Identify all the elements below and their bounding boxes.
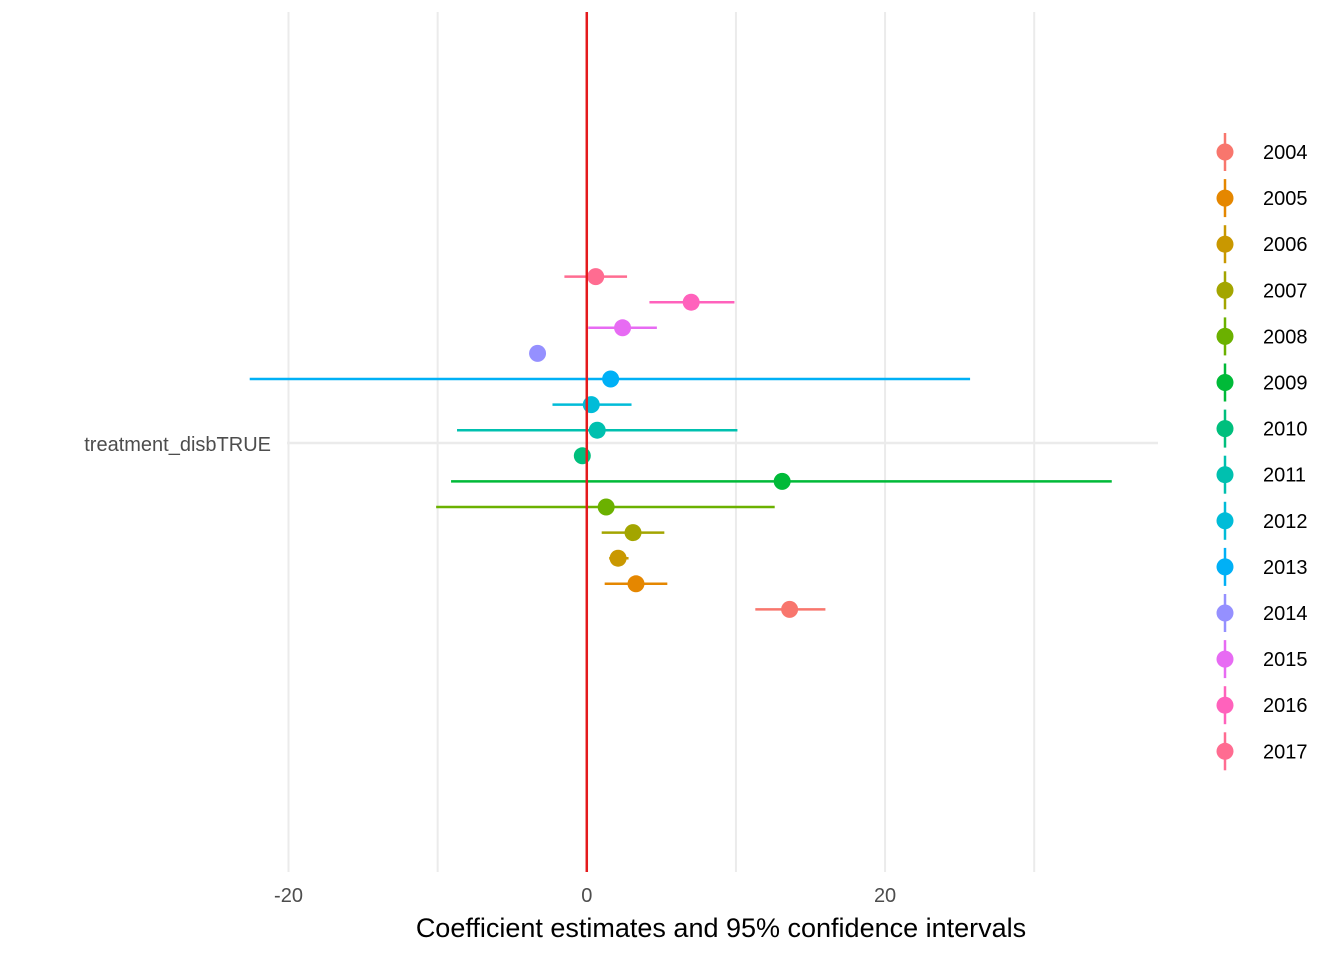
legend-key-point <box>1216 374 1234 391</box>
series-2012 <box>552 396 632 414</box>
estimate-point-2009 <box>773 472 791 490</box>
legend-item-2011: 2011 <box>1216 455 1306 494</box>
estimate-point-2015 <box>614 319 632 337</box>
estimate-point-2016 <box>682 293 700 311</box>
legend-item-2016: 2016 <box>1216 686 1308 725</box>
legend-key-point <box>1216 420 1234 438</box>
legend-label: 2016 <box>1263 695 1308 717</box>
legend-item-2004: 2004 <box>1216 133 1308 171</box>
estimate-point-2017 <box>587 268 605 286</box>
series-2005 <box>604 575 668 593</box>
legend-key-point <box>1216 650 1234 668</box>
series-2017 <box>564 268 628 286</box>
legend-key-point <box>1216 696 1234 714</box>
legend-key-point <box>1216 189 1234 207</box>
legend-key-point <box>1216 281 1234 299</box>
legend-label: 2012 <box>1263 511 1308 533</box>
series-2006 <box>609 549 629 567</box>
legend: 2004 2005 2006 2007 2008 2009 2010 2011 2012 2013… <box>1216 133 1308 771</box>
series-2007 <box>601 524 665 542</box>
legend-item-2015: 2015 <box>1216 640 1308 679</box>
series-2015 <box>588 319 657 337</box>
x-tick-label: 20 <box>874 885 896 907</box>
estimate-point-2008 <box>597 498 615 516</box>
legend-label: 2005 <box>1263 188 1308 210</box>
legend-item-2005: 2005 <box>1216 179 1308 218</box>
legend-key-point <box>1216 235 1234 253</box>
series-2009 <box>451 472 1112 490</box>
legend-item-2007: 2007 <box>1216 271 1308 310</box>
legend-key-point <box>1216 558 1234 576</box>
legend-key-point <box>1216 742 1234 760</box>
legend-item-2008: 2008 <box>1216 317 1308 356</box>
series-2011 <box>457 421 738 439</box>
x-axis: -20 0 20 <box>274 885 896 907</box>
x-tick-label: 0 <box>581 885 592 907</box>
estimate-point-2007 <box>624 524 642 542</box>
legend-key-point <box>1216 604 1234 622</box>
legend-label: 2004 <box>1263 142 1308 164</box>
series-2016 <box>649 293 735 311</box>
legend-label: 2015 <box>1263 649 1308 671</box>
legend-item-2012: 2012 <box>1216 501 1308 540</box>
series-2013 <box>249 370 971 388</box>
estimate-point-2010 <box>573 447 591 465</box>
estimate-point-2011 <box>588 421 606 439</box>
legend-item-2009: 2009 <box>1216 363 1308 402</box>
legend-key-point <box>1216 512 1234 530</box>
legend-label: 2007 <box>1263 280 1308 302</box>
legend-label: 2011 <box>1263 465 1306 487</box>
series-2008 <box>436 498 775 516</box>
series-2004 <box>755 600 826 618</box>
legend-key-point <box>1216 327 1234 345</box>
estimate-point-2013 <box>602 370 620 388</box>
legend-item-2017: 2017 <box>1216 732 1308 771</box>
legend-item-2006: 2006 <box>1216 225 1308 264</box>
estimate-point-2012 <box>582 396 600 414</box>
legend-key-point <box>1216 466 1234 484</box>
legend-key-point <box>1216 143 1234 161</box>
series-2010 <box>573 447 591 465</box>
estimate-point-2006 <box>609 549 627 567</box>
y-category-label: treatment_disbTRUE <box>84 434 271 456</box>
legend-label: 2013 <box>1263 557 1308 579</box>
legend-label: 2008 <box>1263 326 1308 348</box>
legend-label: 2017 <box>1263 741 1308 763</box>
x-axis-title: Coefficient estimates and 95% confidence… <box>416 913 1026 943</box>
estimate-point-2004 <box>781 600 799 618</box>
series-2014 <box>529 344 547 362</box>
estimate-point-2014 <box>529 344 547 362</box>
legend-label: 2006 <box>1263 234 1308 256</box>
legend-item-2013: 2013 <box>1216 547 1308 586</box>
legend-label: 2009 <box>1263 373 1308 395</box>
x-tick-label: -20 <box>274 885 303 907</box>
legend-item-2010: 2010 <box>1216 409 1308 448</box>
legend-label: 2014 <box>1263 603 1308 625</box>
estimate-point-2005 <box>627 575 645 593</box>
grid-lines <box>287 12 1158 872</box>
legend-item-2014: 2014 <box>1216 594 1308 632</box>
legend-label: 2010 <box>1263 419 1308 441</box>
